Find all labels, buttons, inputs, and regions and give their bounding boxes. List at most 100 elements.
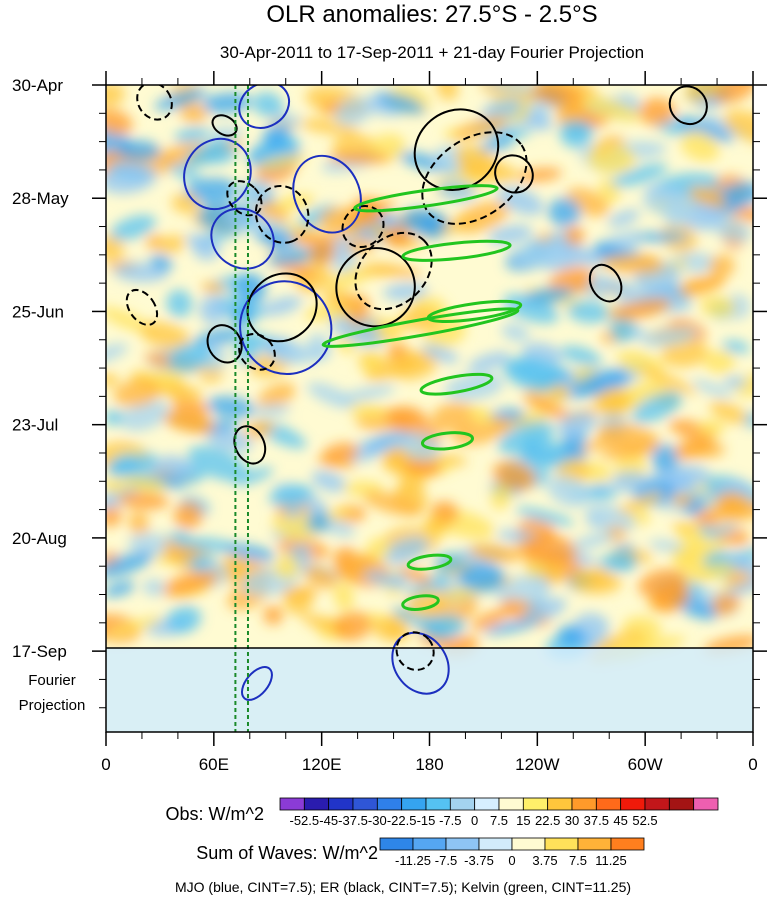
anomaly-blob [319, 206, 366, 237]
anomaly-blob [648, 539, 685, 552]
er-contour [395, 631, 435, 671]
anomaly-blob [106, 373, 120, 387]
anomaly-blob [142, 578, 166, 596]
anomaly-blob [248, 137, 301, 161]
x-tick-label: 60W [628, 755, 663, 774]
obs-colorbar-tick-label: -45 [319, 813, 338, 828]
anomaly-blob [360, 353, 382, 373]
anomaly-blob [488, 224, 533, 245]
anomaly-blob [597, 387, 630, 418]
anomaly-blob [106, 409, 125, 426]
anomaly-blob [497, 186, 545, 216]
reference-lines [234, 85, 249, 732]
anomaly-blob [154, 88, 207, 111]
anomaly-blob [106, 108, 133, 136]
anomaly-blob [651, 443, 679, 473]
anomaly-blob [110, 214, 157, 241]
anomaly-blob [193, 328, 242, 348]
anomaly-blob [243, 420, 275, 438]
waves-colorbar-tick-label: 11.25 [595, 853, 627, 868]
x-tick-label: 180 [415, 755, 443, 774]
obs-colorbar-swatch [401, 797, 427, 811]
anomaly-blob [184, 177, 238, 205]
anomaly-blob [106, 551, 154, 578]
waves-colorbar-tick-label: -11.25 [395, 853, 431, 868]
anomaly-blob [610, 163, 668, 188]
anomaly-blob [709, 400, 749, 424]
anomaly-blob [304, 565, 338, 589]
anomaly-blob [569, 570, 622, 595]
anomaly-blob [338, 293, 362, 314]
mjo-contour [238, 85, 291, 129]
waves-colorbar-tick-label: 7.5 [569, 853, 587, 868]
anomaly-blob [128, 532, 173, 556]
y-tick-label: 17-Sep [12, 642, 67, 661]
waves-colorbar-tick-label: -3.75 [464, 853, 494, 868]
anomaly-blob [633, 231, 690, 243]
plot-area [106, 85, 753, 732]
anomaly-blob [327, 151, 392, 165]
anomaly-blob [674, 524, 706, 545]
anomaly-blob [710, 481, 753, 498]
anomaly-blob [128, 511, 150, 535]
obs-colorbar-tick-label: -52.5 [290, 813, 320, 828]
anomaly-blob [639, 366, 698, 395]
anomaly-blob [346, 438, 389, 463]
waves-colorbar-swatch [478, 837, 513, 851]
er-contour [226, 180, 263, 217]
anomaly-blob [457, 158, 518, 183]
anomaly-blob [452, 417, 511, 445]
anomaly-blob [106, 483, 141, 509]
mjo-contour [239, 280, 333, 375]
anomaly-blob [597, 422, 661, 452]
anomaly-blob [117, 491, 170, 510]
anomaly-blob [523, 534, 579, 563]
obs-colorbar-swatch [571, 797, 597, 811]
anomaly-blob [600, 254, 665, 275]
anomaly-blob [120, 399, 170, 432]
y-axis: 30-Apr 28-May 25-Jun 23-Jul 20-Aug 17-Sep [12, 76, 767, 709]
waves-colorbar-tick-label: -7.5 [435, 853, 457, 868]
er-contour [211, 114, 238, 137]
kelvin-contour [419, 372, 494, 396]
anomaly-blob [321, 442, 359, 465]
anomaly-blob [484, 85, 544, 94]
anomaly-blob [306, 513, 332, 533]
anomaly-blob [335, 553, 376, 581]
anomaly-blob [140, 321, 191, 351]
waves-colorbar-tick-label: 0 [508, 853, 515, 868]
anomaly-blob [337, 385, 396, 403]
anomaly-blob [610, 298, 672, 321]
waves-colorbar-swatch [577, 837, 612, 851]
anomaly-blob [365, 353, 426, 382]
anomaly-blob [497, 420, 554, 455]
anomaly-blob [710, 593, 740, 616]
obs-colorbar-swatch [376, 797, 403, 811]
chart-title: OLR anomalies: 27.5°S - 2.5°S [266, 1, 597, 28]
anomaly-blob [708, 254, 735, 278]
anomaly-blob [680, 131, 720, 162]
projection-band [106, 648, 753, 732]
er-contour [494, 154, 534, 194]
anomaly-blob [106, 234, 125, 261]
anomaly-blob [457, 562, 506, 592]
anomaly-blob [642, 186, 694, 217]
anomaly-blob [113, 379, 161, 408]
anomaly-blob [106, 504, 122, 528]
kelvin-contour [401, 594, 440, 611]
waves-colorbar-tick-label: 3.75 [532, 853, 557, 868]
obs-colorbar-label: Obs: W/m^2 [166, 804, 264, 824]
anomaly-blob [384, 227, 412, 249]
anomaly-blob [398, 472, 426, 495]
anomaly-blob [322, 519, 355, 538]
obs-colorbar-tick-label: -22.5 [387, 813, 417, 828]
anomaly-blob [183, 142, 231, 168]
mjo-contour [210, 207, 275, 270]
anomaly-blob [377, 93, 426, 114]
obs-colorbar-tick-label: -37.5 [338, 813, 368, 828]
waves-colorbar-swatch [379, 837, 414, 851]
anomaly-blob [564, 124, 596, 138]
anomaly-blob [160, 234, 186, 254]
anomaly-blob [547, 475, 591, 508]
anomaly-blob [233, 467, 274, 486]
